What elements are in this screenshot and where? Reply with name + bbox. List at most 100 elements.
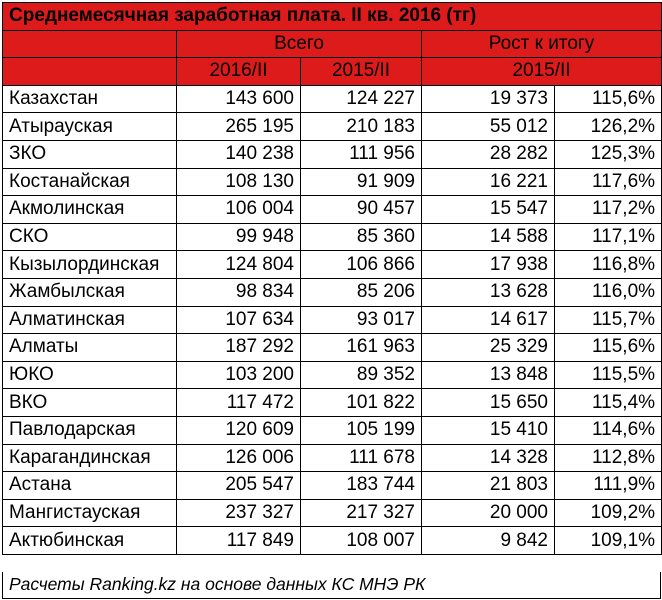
table-row: ЮКО 103 200 89 352 13 848 115,5% xyxy=(2,360,662,390)
growth-pct-cell: 117,1% xyxy=(553,222,662,252)
region-cell: Павлодарская xyxy=(2,415,177,445)
value-2015-cell: 108 007 xyxy=(300,526,422,555)
growth-pct-cell: 109,1% xyxy=(553,526,662,555)
value-2016-cell: 120 609 xyxy=(176,415,301,445)
value-2015-cell: 111 956 xyxy=(300,139,422,169)
value-2015-cell: 101 822 xyxy=(300,388,422,417)
growth-pct-cell: 114,6% xyxy=(553,415,662,445)
growth-pct-cell: 115,6% xyxy=(553,333,662,362)
growth-pct-cell: 115,5% xyxy=(553,360,662,390)
value-2016-cell: 124 804 xyxy=(176,250,301,279)
region-cell: Мангистауская xyxy=(2,498,177,528)
growth-pct-cell: 115,6% xyxy=(553,84,662,114)
table-row: Кызылординская 124 804 106 866 17 938 116,8% xyxy=(2,250,662,279)
region-cell: Карагандинская xyxy=(2,443,177,473)
value-2016-cell: 205 547 xyxy=(176,471,301,500)
table-row: Казахстан 143 600 124 227 19 373 115,6% xyxy=(2,84,662,114)
header-blank-cell xyxy=(2,29,177,59)
region-cell: Алматинская xyxy=(2,305,177,335)
table-row: ВКО 117 472 101 822 15 650 115,4% xyxy=(2,388,662,417)
growth-abs-cell: 13 628 xyxy=(421,277,555,307)
value-2016-cell: 117 472 xyxy=(176,388,301,417)
table-row: ЗКО 140 238 111 956 28 282 125,3% xyxy=(2,139,662,169)
sub-header-row: 2016/II 2015/II 2015/II xyxy=(2,57,662,86)
table-row: Костанайская 108 130 91 909 16 221 117,6% xyxy=(2,167,662,197)
table-row: Алматы 187 292 161 963 25 329 115,6% xyxy=(2,333,662,362)
growth-abs-cell: 15 547 xyxy=(421,195,555,224)
growth-abs-cell: 20 000 xyxy=(421,498,555,528)
region-cell: ЮКО xyxy=(2,360,177,390)
growth-pct-cell: 116,0% xyxy=(553,277,662,307)
region-cell: Актюбинская xyxy=(2,526,177,555)
growth-abs-cell: 13 848 xyxy=(421,360,555,390)
growth-pct-cell: 125,3% xyxy=(553,139,662,169)
value-2015-cell: 124 227 xyxy=(300,84,422,114)
growth-abs-cell: 17 938 xyxy=(421,250,555,279)
value-2015-cell: 105 199 xyxy=(300,415,422,445)
table-row: Мангистауская 237 327 217 327 20 000 109,2% xyxy=(2,498,662,528)
region-cell: ЗКО xyxy=(2,139,177,169)
growth-abs-cell: 14 588 xyxy=(421,222,555,252)
group-header-total: Всего xyxy=(176,29,422,59)
region-cell: Алматы xyxy=(2,333,177,362)
region-cell: Атырауская xyxy=(2,112,177,141)
header-blank-cell xyxy=(2,57,177,86)
value-2016-cell: 98 834 xyxy=(176,277,301,307)
growth-pct-cell: 115,7% xyxy=(553,305,662,335)
growth-pct-cell: 117,6% xyxy=(553,167,662,197)
value-2015-cell: 91 909 xyxy=(300,167,422,197)
table-row: СКО 99 948 85 360 14 588 117,1% xyxy=(2,222,662,252)
value-2016-cell: 103 200 xyxy=(176,360,301,390)
region-cell: Астана xyxy=(2,471,177,500)
growth-pct-cell: 109,2% xyxy=(553,498,662,528)
table-row: Астана 205 547 183 744 21 803 111,9% xyxy=(2,471,662,500)
source-note: Расчеты Ranking.kz на основе данных КС М… xyxy=(2,572,661,599)
table-row: Актюбинская 117 849 108 007 9 842 109,1% xyxy=(2,526,662,555)
value-2016-cell: 187 292 xyxy=(176,333,301,362)
title-row: Среднемесячная заработная плата. II кв. … xyxy=(1,2,662,31)
growth-abs-cell: 21 803 xyxy=(421,471,555,500)
growth-abs-cell: 15 410 xyxy=(421,415,555,445)
table-row: Жамбылская 98 834 85 206 13 628 116,0% xyxy=(2,277,662,307)
growth-pct-cell: 111,9% xyxy=(553,471,662,500)
value-2015-cell: 85 360 xyxy=(300,222,422,252)
sub-header-growth-2015: 2015/II xyxy=(420,57,662,86)
growth-abs-cell: 19 373 xyxy=(421,84,555,114)
growth-pct-cell: 115,4% xyxy=(553,388,662,417)
region-cell: ВКО xyxy=(2,388,177,417)
region-cell: Жамбылская xyxy=(2,277,177,307)
growth-abs-cell: 55 012 xyxy=(421,112,555,141)
table-row: Карагандинская 126 006 111 678 14 328 112,8% xyxy=(2,443,662,473)
table-title: Среднемесячная заработная плата. II кв. … xyxy=(1,2,662,31)
value-2016-cell: 117 849 xyxy=(176,526,301,555)
value-2015-cell: 106 866 xyxy=(300,250,422,279)
value-2016-cell: 107 634 xyxy=(176,305,301,335)
table-row: Атырауская 265 195 210 183 55 012 126,2% xyxy=(2,112,662,141)
value-2016-cell: 106 004 xyxy=(176,195,301,224)
group-header-row: Всего Рост к итогу xyxy=(2,29,662,59)
value-2015-cell: 111 678 xyxy=(300,443,422,473)
growth-abs-cell: 9 842 xyxy=(421,526,555,555)
growth-pct-cell: 126,2% xyxy=(553,112,662,141)
growth-pct-cell: 116,8% xyxy=(553,250,662,279)
value-2016-cell: 237 327 xyxy=(176,498,301,528)
region-cell: Костанайская xyxy=(2,167,177,197)
region-cell: Акмолинская xyxy=(2,195,177,224)
growth-abs-cell: 15 650 xyxy=(421,388,555,417)
growth-pct-cell: 112,8% xyxy=(553,443,662,473)
value-2015-cell: 93 017 xyxy=(300,305,422,335)
table-row: Алматинская 107 634 93 017 14 617 115,7% xyxy=(2,305,662,335)
region-cell: Кызылординская xyxy=(2,250,177,279)
salary-table: Среднемесячная заработная плата. II кв. … xyxy=(1,2,662,555)
value-2016-cell: 143 600 xyxy=(176,84,301,114)
sub-header-2016: 2016/II xyxy=(176,57,301,86)
group-header-growth: Рост к итогу xyxy=(420,29,662,59)
sub-header-2015: 2015/II xyxy=(300,57,422,86)
value-2015-cell: 183 744 xyxy=(300,471,422,500)
region-cell: СКО xyxy=(2,222,177,252)
value-2016-cell: 99 948 xyxy=(176,222,301,252)
table-row: Акмолинская 106 004 90 457 15 547 117,2% xyxy=(2,195,662,224)
growth-abs-cell: 14 328 xyxy=(421,443,555,473)
value-2015-cell: 161 963 xyxy=(300,333,422,362)
